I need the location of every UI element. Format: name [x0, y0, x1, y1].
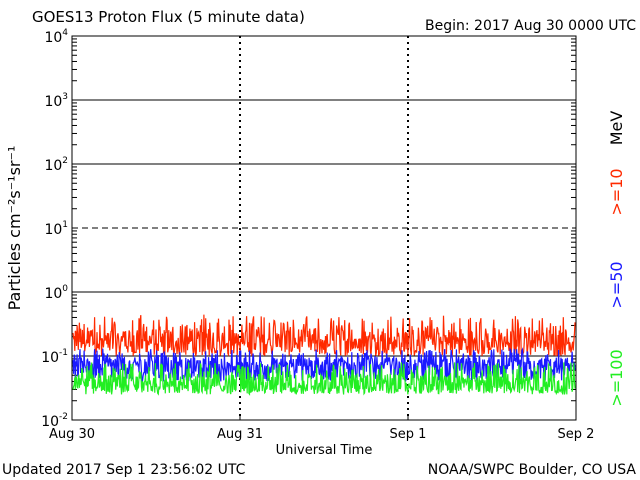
legend-title: MeV: [607, 111, 626, 146]
plot-frame: [71, 35, 577, 421]
y-axis-label: Particles cm⁻²s⁻¹sr⁻¹: [5, 146, 24, 311]
series-group: [72, 314, 576, 396]
x-axis-label: Universal Time: [276, 443, 373, 458]
y-tick-label: 101: [44, 220, 68, 238]
y-tick-labels: 10-2 10-1 100 101 102 103 104: [41, 28, 68, 430]
credit-text: NOAA/SWPC Boulder, CO USA: [428, 462, 637, 478]
y-tick-label: 10-1: [41, 348, 68, 366]
chart-title: GOES13 Proton Flux (5 minute data): [32, 8, 305, 26]
y-tick-label: 104: [44, 28, 68, 46]
y-tick-label: 102: [44, 156, 68, 174]
x-tick-label: Sep 2: [558, 427, 595, 442]
series-line: [72, 347, 576, 383]
x-tick-label: Sep 1: [390, 427, 427, 442]
updated-text: Updated 2017 Sep 1 23:56:02 UTC: [2, 462, 246, 478]
legend: MeV >=10 >=50 >=100: [607, 111, 626, 407]
x-tick-labels: Aug 30 Aug 31 Sep 1 Sep 2: [49, 414, 594, 442]
legend-entry: >=100: [607, 349, 626, 406]
x-tick-label: Aug 31: [217, 427, 263, 442]
legend-entry: >=50: [607, 261, 626, 308]
x-tick-label: Aug 30: [49, 427, 95, 442]
legend-entry: >=10: [607, 168, 626, 215]
y-tick-label: 10-2: [41, 412, 68, 430]
begin-label: Begin: 2017 Aug 30 0000 UTC: [425, 18, 636, 34]
series-line: [72, 362, 576, 396]
y-tick-label: 100: [44, 284, 68, 302]
y-tick-label: 103: [44, 92, 68, 110]
series-line: [72, 314, 576, 357]
